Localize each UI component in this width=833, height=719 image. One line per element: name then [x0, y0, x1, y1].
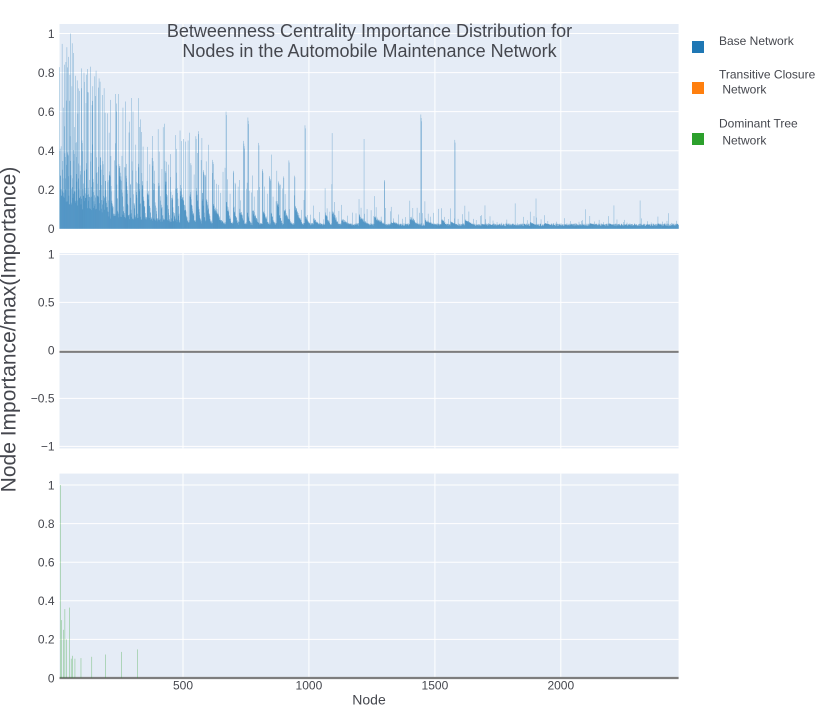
svg-text:−1: −1 [41, 440, 55, 454]
svg-text:1000: 1000 [296, 678, 323, 692]
svg-text:0: 0 [48, 671, 55, 685]
svg-text:Network: Network [719, 83, 767, 97]
svg-text:0.6: 0.6 [38, 556, 55, 570]
svg-text:1: 1 [48, 248, 55, 262]
svg-text:Nodes in the Automobile Mainte: Nodes in the Automobile Maintenance Netw… [182, 41, 557, 61]
svg-text:0.5: 0.5 [38, 296, 55, 310]
svg-text:Betweenness Centrality Importa: Betweenness Centrality Importance Distri… [167, 21, 572, 41]
svg-text:2000: 2000 [547, 678, 574, 692]
svg-text:Transitive Closure: Transitive Closure [719, 67, 816, 81]
svg-text:1500: 1500 [422, 678, 449, 692]
svg-text:0.6: 0.6 [38, 105, 55, 119]
svg-text:0.2: 0.2 [38, 183, 55, 197]
svg-text:0.8: 0.8 [38, 66, 55, 80]
svg-text:1: 1 [48, 478, 55, 492]
svg-text:0: 0 [48, 222, 55, 236]
svg-text:500: 500 [173, 678, 193, 692]
svg-text:Network: Network [719, 133, 767, 147]
svg-text:−0.5: −0.5 [31, 392, 55, 406]
svg-text:0.4: 0.4 [38, 594, 55, 608]
svg-text:1: 1 [48, 27, 55, 41]
svg-text:Node: Node [352, 692, 386, 708]
svg-text:0.2: 0.2 [38, 633, 55, 647]
svg-text:Node Importance/max(Importance: Node Importance/max(Importance) [0, 167, 21, 493]
svg-text:0.4: 0.4 [38, 144, 55, 158]
svg-text:Base Network: Base Network [719, 34, 795, 48]
svg-text:0.8: 0.8 [38, 517, 55, 531]
svg-text:0: 0 [48, 344, 55, 358]
svg-text:Dominant Tree: Dominant Tree [719, 117, 798, 131]
